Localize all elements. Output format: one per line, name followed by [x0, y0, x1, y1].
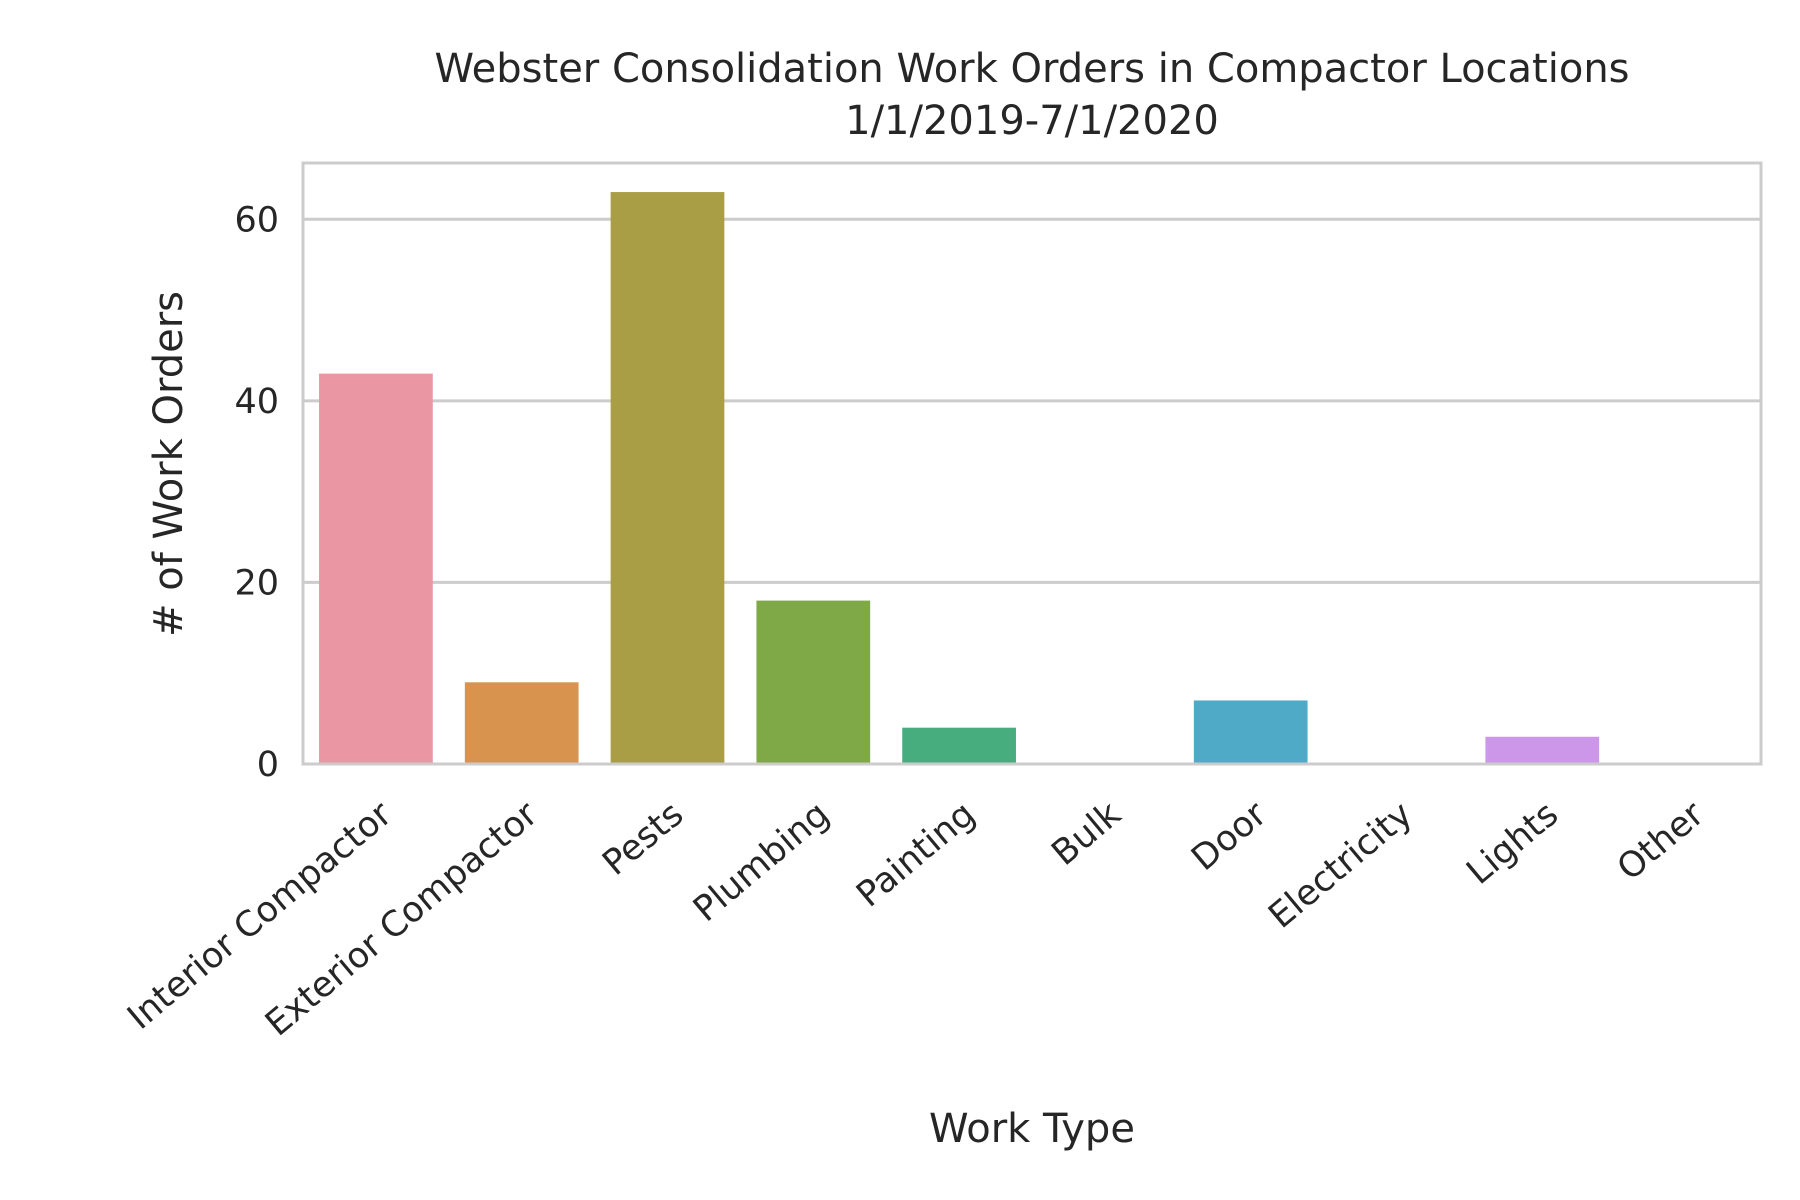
bar — [319, 374, 433, 764]
y-tick-label: 60 — [234, 200, 279, 240]
chart-title-line1: Webster Consolidation Work Orders in Com… — [434, 46, 1629, 92]
y-axis-label: # of Work Orders — [146, 291, 192, 637]
bar — [1485, 737, 1599, 764]
bar — [1194, 700, 1308, 764]
bar — [902, 728, 1016, 764]
y-tick-label: 0 — [257, 745, 279, 785]
bar — [611, 192, 725, 764]
y-tick-label: 40 — [234, 382, 279, 422]
y-tick-label: 20 — [234, 563, 279, 603]
bar — [465, 682, 579, 764]
chart-title-line2: 1/1/2019-7/1/2020 — [845, 98, 1219, 144]
x-axis-label: Work Type — [929, 1106, 1135, 1152]
bar — [756, 601, 870, 764]
